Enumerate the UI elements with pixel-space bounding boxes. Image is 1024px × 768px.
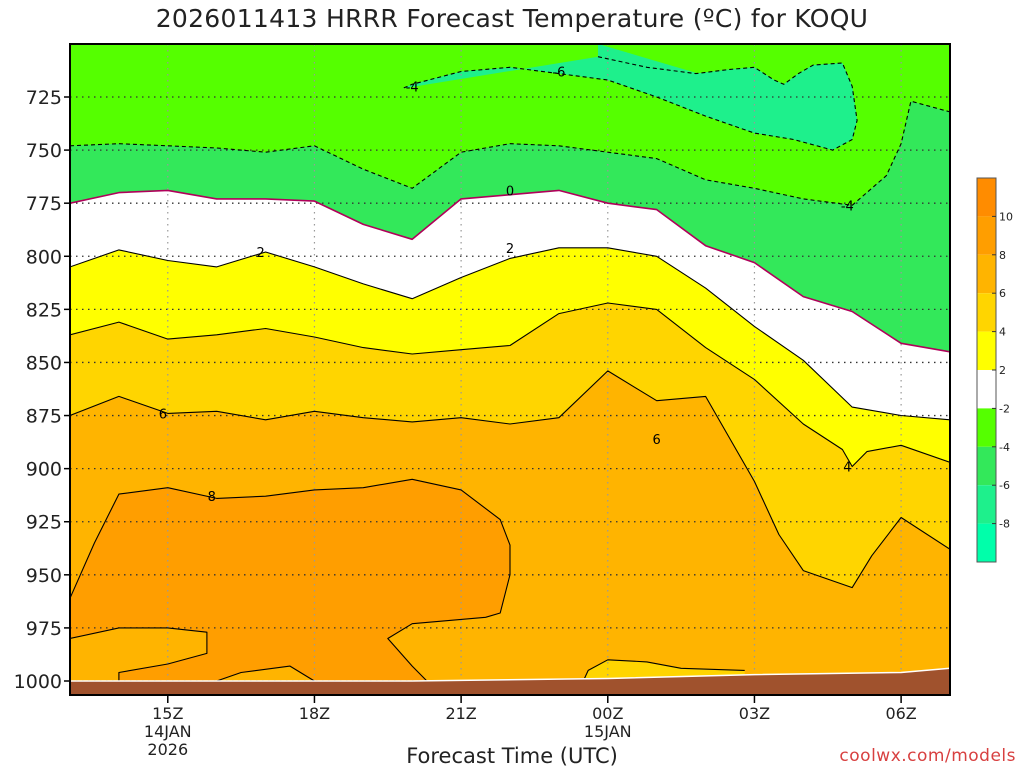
colorbar-tick-label-4: 2: [999, 364, 1006, 377]
y-tick-label-750: 750: [26, 140, 62, 162]
isotherm-line-0-2: [70, 189, 950, 353]
isotherm-line-minus6-0: [402, 56, 858, 151]
isotherm-line-4-4: [70, 302, 950, 468]
isotherm-label-text: -4: [406, 80, 419, 95]
ground-surface: [70, 668, 950, 695]
isotherm-label-layer: -6 -4 -4 0 2 2 4 6 6 8: [159, 66, 854, 506]
isotherm-label-text: 6: [653, 433, 661, 448]
x-tick-sublabel-14JAN: 14JAN: [144, 722, 192, 741]
x-tick-label-00Z: 00Z: [592, 704, 623, 723]
y-tick-label-925: 925: [26, 512, 62, 534]
y-tick-label-775: 775: [26, 193, 62, 215]
colorbar-swatch-1: [977, 216, 996, 255]
isotherm-label-5: 2: [506, 242, 514, 257]
isotherm-label-text: 4: [843, 461, 851, 476]
isotherm-label-2: -4: [841, 199, 854, 214]
y-tick-label-950: 950: [26, 565, 62, 587]
y-tick-label-875: 875: [26, 406, 62, 428]
y-tick-label-800: 800: [26, 246, 62, 268]
colorbar-swatch-7: [977, 446, 996, 486]
fill-band-minus8-top: [598, 44, 858, 121]
x-tick-label-06Z: 06Z: [885, 704, 916, 723]
isotherm-line-2-3: [70, 247, 950, 421]
y-tick-label-725: 725: [26, 87, 62, 109]
isotherm-label-0: -6: [552, 66, 565, 81]
isotherm-label-text: 6: [159, 407, 167, 422]
y-tick-label-900: 900: [26, 459, 62, 481]
isotherm-label-text: -4: [841, 199, 854, 214]
x-tick-sublabel-2026: 2026: [147, 740, 188, 759]
site-credit: coolwx.com/models: [839, 746, 1016, 766]
isotherm-label-3: 0: [506, 184, 514, 199]
colorbar-legend: 10 8 6 4 2 -2 -4 -6 -8: [976, 177, 1013, 563]
y-tick-label-1000: 1000: [14, 671, 62, 693]
isotherm-label-text: 8: [208, 490, 216, 505]
isotherm-label-text: 0: [506, 184, 514, 199]
colorbar-tick-label-3: 4: [999, 326, 1006, 339]
isotherm-label-text: 2: [257, 246, 265, 261]
colorbar-swatch-4: [977, 331, 996, 370]
isotherm-line-6-5: [70, 370, 950, 589]
x-tick-label-21Z: 21Z: [445, 704, 476, 723]
colorbar-tick-label-7: -6: [999, 479, 1010, 492]
colorbar-tick-label-8: -8: [999, 518, 1010, 531]
y-axis: 725 750 775 800 825 850 875 900 925 950 975 1000: [14, 87, 70, 693]
colorbar-swatch-9: [977, 523, 996, 562]
colorbar-tick-label-6: -4: [999, 441, 1010, 454]
x-tick-sublabel-15JAN: 15JAN: [584, 722, 632, 741]
isotherm-label-text: -6: [552, 66, 565, 81]
isotherm-line-minus4-1: [70, 100, 950, 206]
plot-frame: [69, 43, 951, 696]
isotherm-label-1: -4: [406, 80, 419, 95]
colorbar-swatch-8: [977, 485, 996, 524]
colorbar-tick-label-5: -2: [999, 402, 1010, 415]
isotherm-label-8: 6: [653, 433, 661, 448]
isotherm-label-4: 2: [257, 246, 265, 261]
ground-surface-edge: [70, 667, 950, 682]
y-tick-label-975: 975: [26, 618, 62, 640]
ground-surface-layer: [70, 667, 950, 695]
colorbar-tick-label-0: 10: [999, 210, 1013, 223]
y-tick-label-825: 825: [26, 299, 62, 321]
colorbar-swatch-2: [977, 254, 996, 294]
isotherm-line-6-7: [582, 659, 745, 682]
colorbar-swatch-5: [977, 370, 996, 409]
x-axis-label: Forecast Time (UTC): [406, 744, 618, 768]
colorbar-tick-label-2: 6: [999, 287, 1006, 300]
isotherm-layer: [70, 56, 950, 682]
colorbar-tick-label-1: 8: [999, 249, 1006, 262]
x-tick-label-15Z: 15Z: [152, 704, 183, 723]
isotherm-line-8-6: [70, 478, 511, 682]
isotherm-label-7: 6: [159, 407, 167, 422]
isotherm-label-text: 2: [506, 242, 514, 257]
x-tick-label-03Z: 03Z: [739, 704, 770, 723]
temperature-fill-layer: [70, 44, 950, 695]
isotherm-label-9: 8: [208, 490, 216, 505]
y-tick-label-850: 850: [26, 352, 62, 374]
isotherm-label-6: 4: [843, 461, 851, 476]
chart-title: 2026011413 HRRR Forecast Temperature (ºC…: [155, 4, 869, 33]
x-tick-label-18Z: 18Z: [299, 704, 330, 723]
colorbar-swatch-3: [977, 293, 996, 332]
colorbar-swatch-6: [977, 408, 996, 447]
colorbar-swatch-0: [977, 178, 996, 217]
